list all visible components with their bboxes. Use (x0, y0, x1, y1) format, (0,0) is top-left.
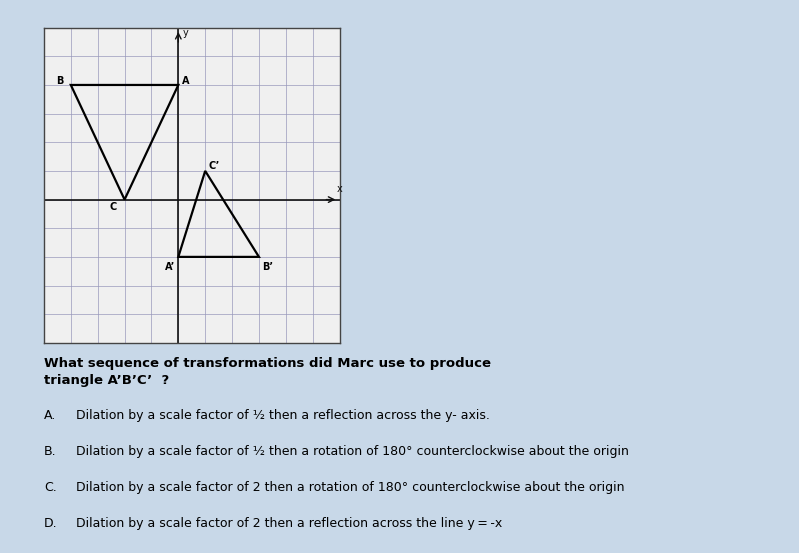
Text: Dilation by a scale factor of ½ then a rotation of 180° counterclockwise about t: Dilation by a scale factor of ½ then a r… (76, 445, 629, 458)
Text: Dilation by a scale factor of 2 then a reflection across the line y = -x: Dilation by a scale factor of 2 then a r… (76, 517, 502, 530)
Text: A: A (181, 76, 189, 86)
Text: B’: B’ (262, 262, 273, 272)
Text: A.: A. (44, 409, 56, 422)
Text: A’: A’ (165, 262, 175, 272)
Text: B: B (56, 76, 63, 86)
Text: y: y (182, 28, 188, 38)
Text: C.: C. (44, 481, 57, 494)
Text: Dilation by a scale factor of ½ then a reflection across the y- axis.: Dilation by a scale factor of ½ then a r… (76, 409, 490, 422)
Text: x: x (337, 184, 343, 195)
Text: C: C (109, 202, 117, 212)
Text: B.: B. (44, 445, 57, 458)
Text: D.: D. (44, 517, 58, 530)
Text: C’: C’ (209, 160, 220, 171)
Text: Dilation by a scale factor of 2 then a rotation of 180° counterclockwise about t: Dilation by a scale factor of 2 then a r… (76, 481, 624, 494)
Text: What sequence of transformations did Marc use to produce
triangle A’B’C’  ?: What sequence of transformations did Mar… (44, 357, 491, 387)
